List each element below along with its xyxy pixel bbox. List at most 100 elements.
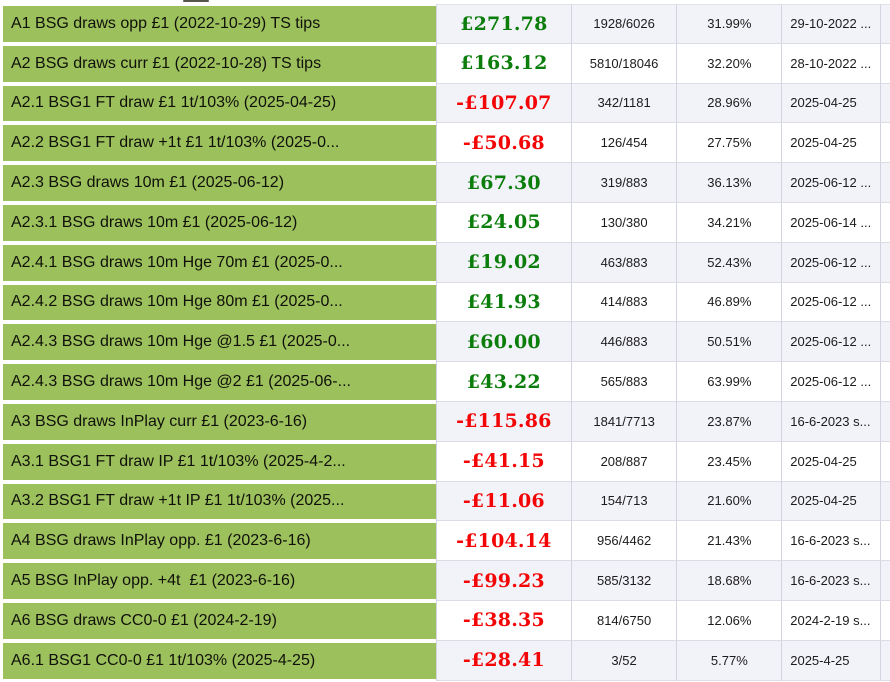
profit-value: £24.05 [436, 202, 571, 243]
profit-value: £60.00 [436, 322, 571, 363]
strike-rate: 34.21% [676, 202, 782, 243]
strategy-label[interactable]: A2.4.3 BSG draws 10m Hge @2 £1 (2025-06-… [3, 364, 437, 400]
strike-rate: 63.99% [676, 362, 782, 402]
table-row[interactable]: A2.3 BSG draws 10m £1 (2025-06-12) £67.3… [0, 163, 890, 203]
profit-value: £43.22 [436, 362, 571, 402]
strategy-label[interactable]: A2.4.2 BSG draws 10m Hge 80m £1 (2025-0.… [3, 284, 437, 321]
strike-rate: 31.99% [676, 4, 782, 44]
strategy-label[interactable]: A2.3 BSG draws 10m £1 (2025-06-12) [3, 165, 437, 201]
table-row[interactable]: A2.4.2 BSG draws 10m Hge 80m £1 (2025-0.… [0, 282, 890, 323]
wins-fraction: 319/883 [570, 163, 677, 203]
strategy-label[interactable]: A2 BSG draws curr £1 (2022-10-28) TS tip… [3, 45, 437, 82]
next-column-sliver [880, 282, 890, 323]
date-cell: 2025-04-25 [781, 83, 881, 124]
strategy-label[interactable]: A2.3.1 BSG draws 10m £1 (2025-06-12) [3, 204, 437, 241]
wins-fraction: 414/883 [570, 282, 677, 323]
strike-rate: 27.75% [676, 123, 782, 164]
wins-fraction: 565/883 [570, 362, 677, 402]
date-cell: 2025-06-12 ... [781, 163, 881, 203]
strike-rate: 12.06% [676, 600, 782, 641]
table-row[interactable]: A6 BSG draws CC0-0 £1 (2024-2-19) -£38.3… [0, 600, 890, 641]
strategy-label[interactable]: A2.4.3 BSG draws 10m Hge @1.5 £1 (2025-0… [3, 324, 437, 361]
wins-fraction: 5810/18046 [570, 43, 677, 84]
next-column-sliver [880, 561, 890, 601]
table-row[interactable]: A4 BSG draws InPlay opp. £1 (2023-6-16) … [0, 521, 890, 562]
next-column-sliver [880, 521, 890, 562]
profit-value: -£104.14 [436, 521, 571, 562]
strategy-label[interactable]: A3.2 BSG1 FT draw +1t IP £1 1t/103% (202… [3, 483, 437, 520]
next-column-sliver [880, 4, 890, 44]
next-column-sliver [880, 401, 890, 442]
wins-fraction: 956/4462 [570, 521, 677, 562]
strategy-label[interactable]: A3 BSG draws InPlay curr £1 (2023-6-16) [3, 403, 437, 440]
next-column-sliver [880, 600, 890, 641]
wins-fraction: 1928/6026 [570, 4, 677, 44]
next-column-sliver [880, 83, 890, 124]
strategy-label[interactable]: A2.1 BSG1 FT draw £1 1t/103% (2025-04-25… [3, 85, 437, 122]
wins-fraction: 154/713 [570, 481, 677, 522]
date-cell: 2025-06-12 ... [781, 282, 881, 323]
date-cell: 2025-04-25 [781, 481, 881, 522]
table-row[interactable]: A3.2 BSG1 FT draw +1t IP £1 1t/103% (202… [0, 481, 890, 522]
profit-value: -£115.86 [436, 401, 571, 442]
strike-rate: 32.20% [676, 43, 782, 84]
table-row[interactable]: A2.3.1 BSG draws 10m £1 (2025-06-12) £24… [0, 202, 890, 243]
date-cell: 2025-4-25 [781, 640, 881, 681]
strike-rate: 50.51% [676, 322, 782, 363]
date-cell: 16-6-2023 s... [781, 561, 881, 601]
next-column-sliver [880, 441, 890, 482]
table-row[interactable]: A1 BSG draws opp £1 (2022-10-29) TS tips… [0, 4, 890, 44]
table-row[interactable]: A5 BSG InPlay opp. +4t £1 (2023-6-16) -£… [0, 561, 890, 601]
table-row[interactable]: A2.4.3 BSG draws 10m Hge @1.5 £1 (2025-0… [0, 322, 890, 363]
table-row[interactable]: A2 BSG draws curr £1 (2022-10-28) TS tip… [0, 43, 890, 84]
profit-value: £19.02 [436, 242, 571, 283]
strategy-label[interactable]: A1 BSG draws opp £1 (2022-10-29) TS tips [3, 6, 437, 42]
wins-fraction: 585/3132 [570, 561, 677, 601]
wins-fraction: 342/1181 [570, 83, 677, 124]
date-cell: 2025-06-12 ... [781, 322, 881, 363]
profit-value: -£38.35 [436, 600, 571, 641]
strike-rate: 21.43% [676, 521, 782, 562]
strike-rate: 18.68% [676, 561, 782, 601]
strategy-label[interactable]: A6 BSG draws CC0-0 £1 (2024-2-19) [3, 602, 437, 639]
profit-value: £163.12 [436, 43, 571, 84]
wins-fraction: 446/883 [570, 322, 677, 363]
strategy-label[interactable]: A6.1 BSG1 CC0-0 £1 1t/103% (2025-4-25) [3, 642, 437, 679]
table-body: A1 BSG draws opp £1 (2022-10-29) TS tips… [0, 4, 890, 681]
wins-fraction: 1841/7713 [570, 401, 677, 442]
table-row[interactable]: A6.1 BSG1 CC0-0 £1 1t/103% (2025-4-25) -… [0, 640, 890, 681]
date-cell: 2024-2-19 s... [781, 600, 881, 641]
profit-value: £271.78 [436, 4, 571, 44]
next-column-sliver [880, 123, 890, 164]
profit-value: -£99.23 [436, 561, 571, 601]
date-cell: 2025-06-14 ... [781, 202, 881, 243]
table-row[interactable]: A2.4.3 BSG draws 10m Hge @2 £1 (2025-06-… [0, 362, 890, 402]
strike-rate: 46.89% [676, 282, 782, 323]
profit-value: -£50.68 [436, 123, 571, 164]
date-cell: 16-6-2023 s... [781, 521, 881, 562]
table-row[interactable]: A2.4.1 BSG draws 10m Hge 70m £1 (2025-0.… [0, 242, 890, 283]
wins-fraction: 463/883 [570, 242, 677, 283]
table-row[interactable]: A3 BSG draws InPlay curr £1 (2023-6-16) … [0, 401, 890, 442]
next-column-sliver [880, 202, 890, 243]
strike-rate: 23.87% [676, 401, 782, 442]
strike-rate: 5.77% [676, 640, 782, 681]
strategy-label[interactable]: A2.4.1 BSG draws 10m Hge 70m £1 (2025-0.… [3, 244, 437, 281]
strike-rate: 21.60% [676, 481, 782, 522]
table-row[interactable]: A3.1 BSG1 FT draw IP £1 1t/103% (2025-4-… [0, 441, 890, 482]
table-row[interactable]: A2.1 BSG1 FT draw £1 1t/103% (2025-04-25… [0, 83, 890, 124]
wins-fraction: 3/52 [570, 640, 677, 681]
strategy-label[interactable]: A2.2 BSG1 FT draw +1t £1 1t/103% (2025-0… [3, 125, 437, 162]
strike-rate: 28.96% [676, 83, 782, 124]
strike-rate: 23.45% [676, 441, 782, 482]
profit-value: -£107.07 [436, 83, 571, 124]
date-cell: 2025-04-25 [781, 441, 881, 482]
strategy-label[interactable]: A4 BSG draws InPlay opp. £1 (2023-6-16) [3, 523, 437, 560]
strategy-label[interactable]: A5 BSG InPlay opp. +4t £1 (2023-6-16) [3, 563, 437, 599]
date-cell: 16-6-2023 s... [781, 401, 881, 442]
strike-rate: 52.43% [676, 242, 782, 283]
profit-value: -£11.06 [436, 481, 571, 522]
strategy-label[interactable]: A3.1 BSG1 FT draw IP £1 1t/103% (2025-4-… [3, 443, 437, 480]
profit-value: £41.93 [436, 282, 571, 323]
table-row[interactable]: A2.2 BSG1 FT draw +1t £1 1t/103% (2025-0… [0, 123, 890, 164]
